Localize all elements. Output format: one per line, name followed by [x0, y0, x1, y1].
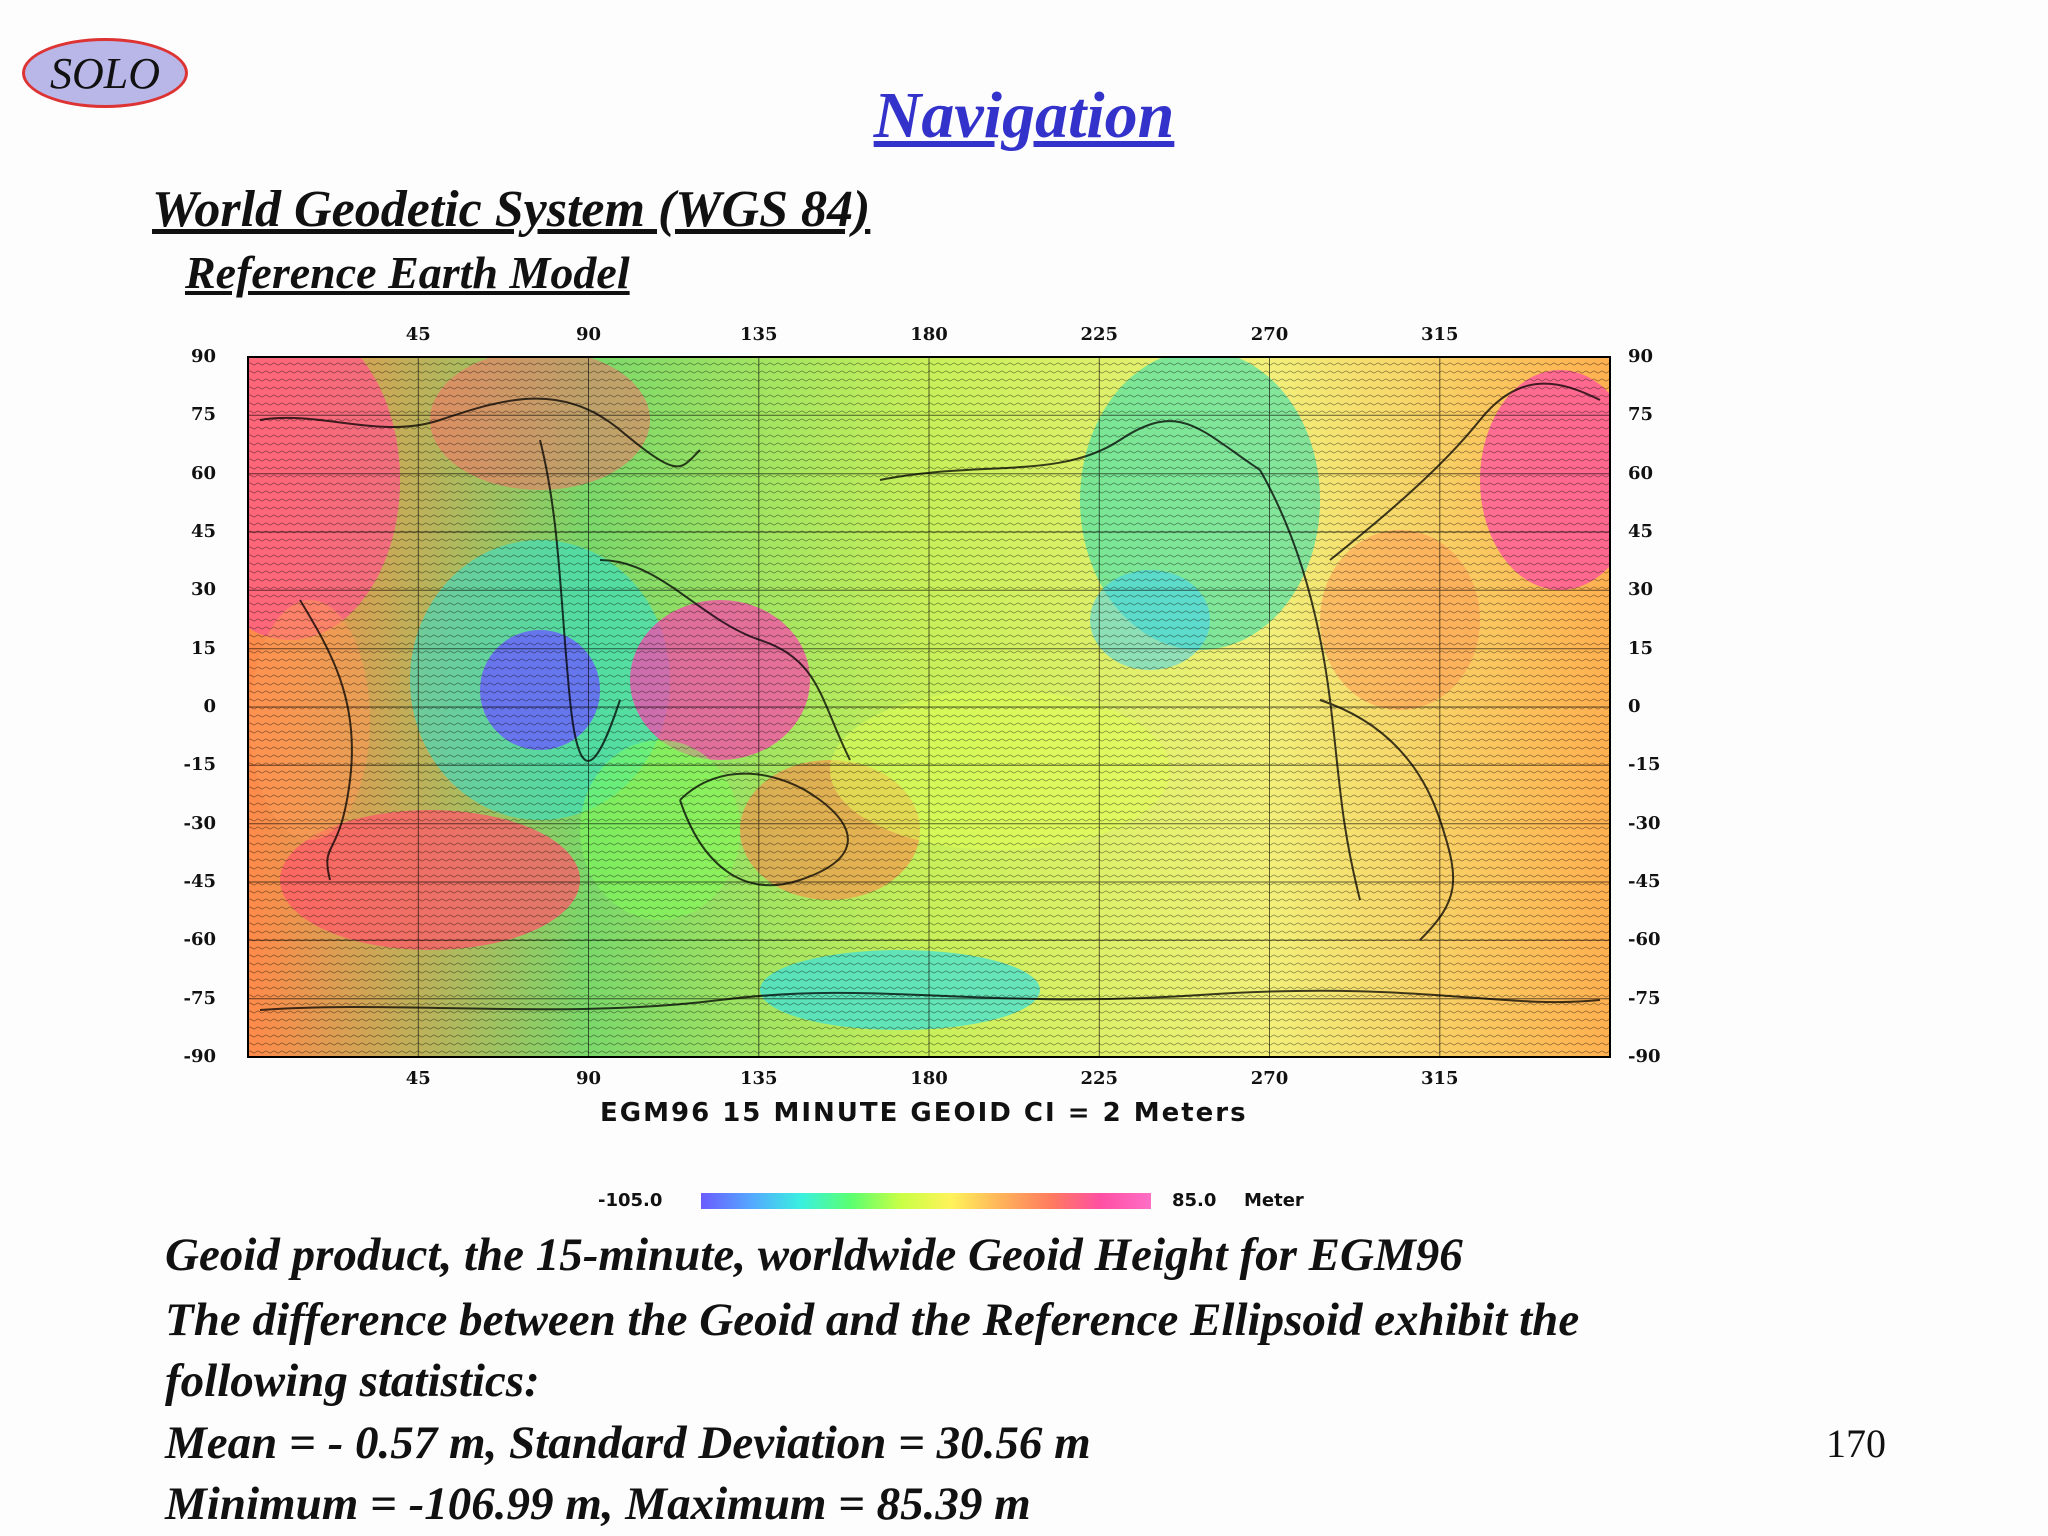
- bottom-tick-label: 45: [405, 1068, 431, 1089]
- right-tick-label: -60: [1628, 929, 1661, 951]
- top-tick-label: 45: [405, 324, 431, 345]
- right-tick-label: 15: [1628, 637, 1654, 659]
- right-tick-label: -90: [1628, 1046, 1661, 1067]
- top-tick-label: 135: [739, 324, 778, 345]
- left-tick-label: 30: [190, 579, 216, 601]
- subsubtitle: Reference Earth Model: [185, 247, 630, 298]
- right-tick-label: 60: [1628, 462, 1654, 484]
- left-tick-label: 15: [190, 637, 216, 659]
- top-tick-label: 270: [1250, 324, 1289, 345]
- body-line-3: following statistics:: [165, 1355, 540, 1407]
- subtitle: World Geodetic System (WGS 84): [152, 181, 871, 238]
- bottom-tick-label: 270: [1250, 1068, 1289, 1089]
- map-caption: EGM96 15 MINUTE GEOID CI = 2 Meters: [600, 1098, 1248, 1128]
- graticule: [248, 357, 1610, 1057]
- left-tick-label: -75: [183, 987, 216, 1009]
- left-tick-label: -60: [183, 929, 216, 951]
- left-tick-label: 0: [203, 696, 216, 717]
- right-tick-label: 75: [1628, 404, 1654, 426]
- right-tick-label: 90: [1628, 346, 1654, 367]
- left-tick-label: -15: [183, 754, 216, 776]
- right-tick-label: -75: [1628, 987, 1661, 1009]
- right-tick-label: -15: [1628, 754, 1661, 776]
- bottom-tick-label: 225: [1080, 1068, 1119, 1089]
- top-tick-label: 90: [575, 324, 602, 345]
- left-tick-label: -45: [183, 871, 216, 892]
- left-tick-label: -90: [183, 1046, 216, 1067]
- legend-max-label: 85.0: [1172, 1190, 1217, 1211]
- bottom-tick-label: 180: [910, 1068, 948, 1089]
- right-tick-label: 45: [1628, 521, 1654, 542]
- slide-title: Navigation: [873, 79, 1175, 152]
- left-tick-label: 75: [190, 404, 216, 426]
- geoid-color-field: [248, 357, 1610, 1057]
- left-tick-label: -30: [183, 812, 216, 834]
- left-tick-label: 45: [190, 521, 216, 542]
- right-tick-label: -45: [1628, 871, 1661, 892]
- body-line-2: The difference between the Geoid and the…: [165, 1294, 1580, 1346]
- right-tick-label: 30: [1628, 579, 1654, 601]
- bottom-tick-label: 315: [1420, 1068, 1459, 1089]
- top-tick-label: 225: [1080, 324, 1119, 345]
- legend-min-label: -105.0: [598, 1190, 663, 1211]
- body-line-5: Minimum = -106.99 m, Maximum = 85.39 m: [165, 1478, 1031, 1530]
- legend-color-bar: [701, 1193, 1151, 1209]
- right-tick-label: -30: [1628, 812, 1661, 834]
- left-tick-label: 60: [190, 462, 216, 484]
- left-tick-label: 90: [190, 346, 216, 367]
- map-frame: [247, 356, 1611, 1058]
- solo-badge: SOLO: [22, 38, 188, 108]
- bottom-tick-label: 90: [575, 1068, 602, 1089]
- page-number: 170: [1826, 1421, 1886, 1466]
- right-tick-label: 0: [1628, 696, 1641, 717]
- body-line-1: Geoid product, the 15-minute, worldwide …: [165, 1229, 1463, 1281]
- bottom-tick-label: 135: [739, 1068, 778, 1089]
- top-tick-label: 180: [910, 324, 948, 345]
- top-tick-label: 315: [1420, 324, 1459, 345]
- body-line-4: Mean = - 0.57 m, Standard Deviation = 30…: [165, 1417, 1091, 1469]
- legend-unit-label: Meter: [1244, 1190, 1304, 1211]
